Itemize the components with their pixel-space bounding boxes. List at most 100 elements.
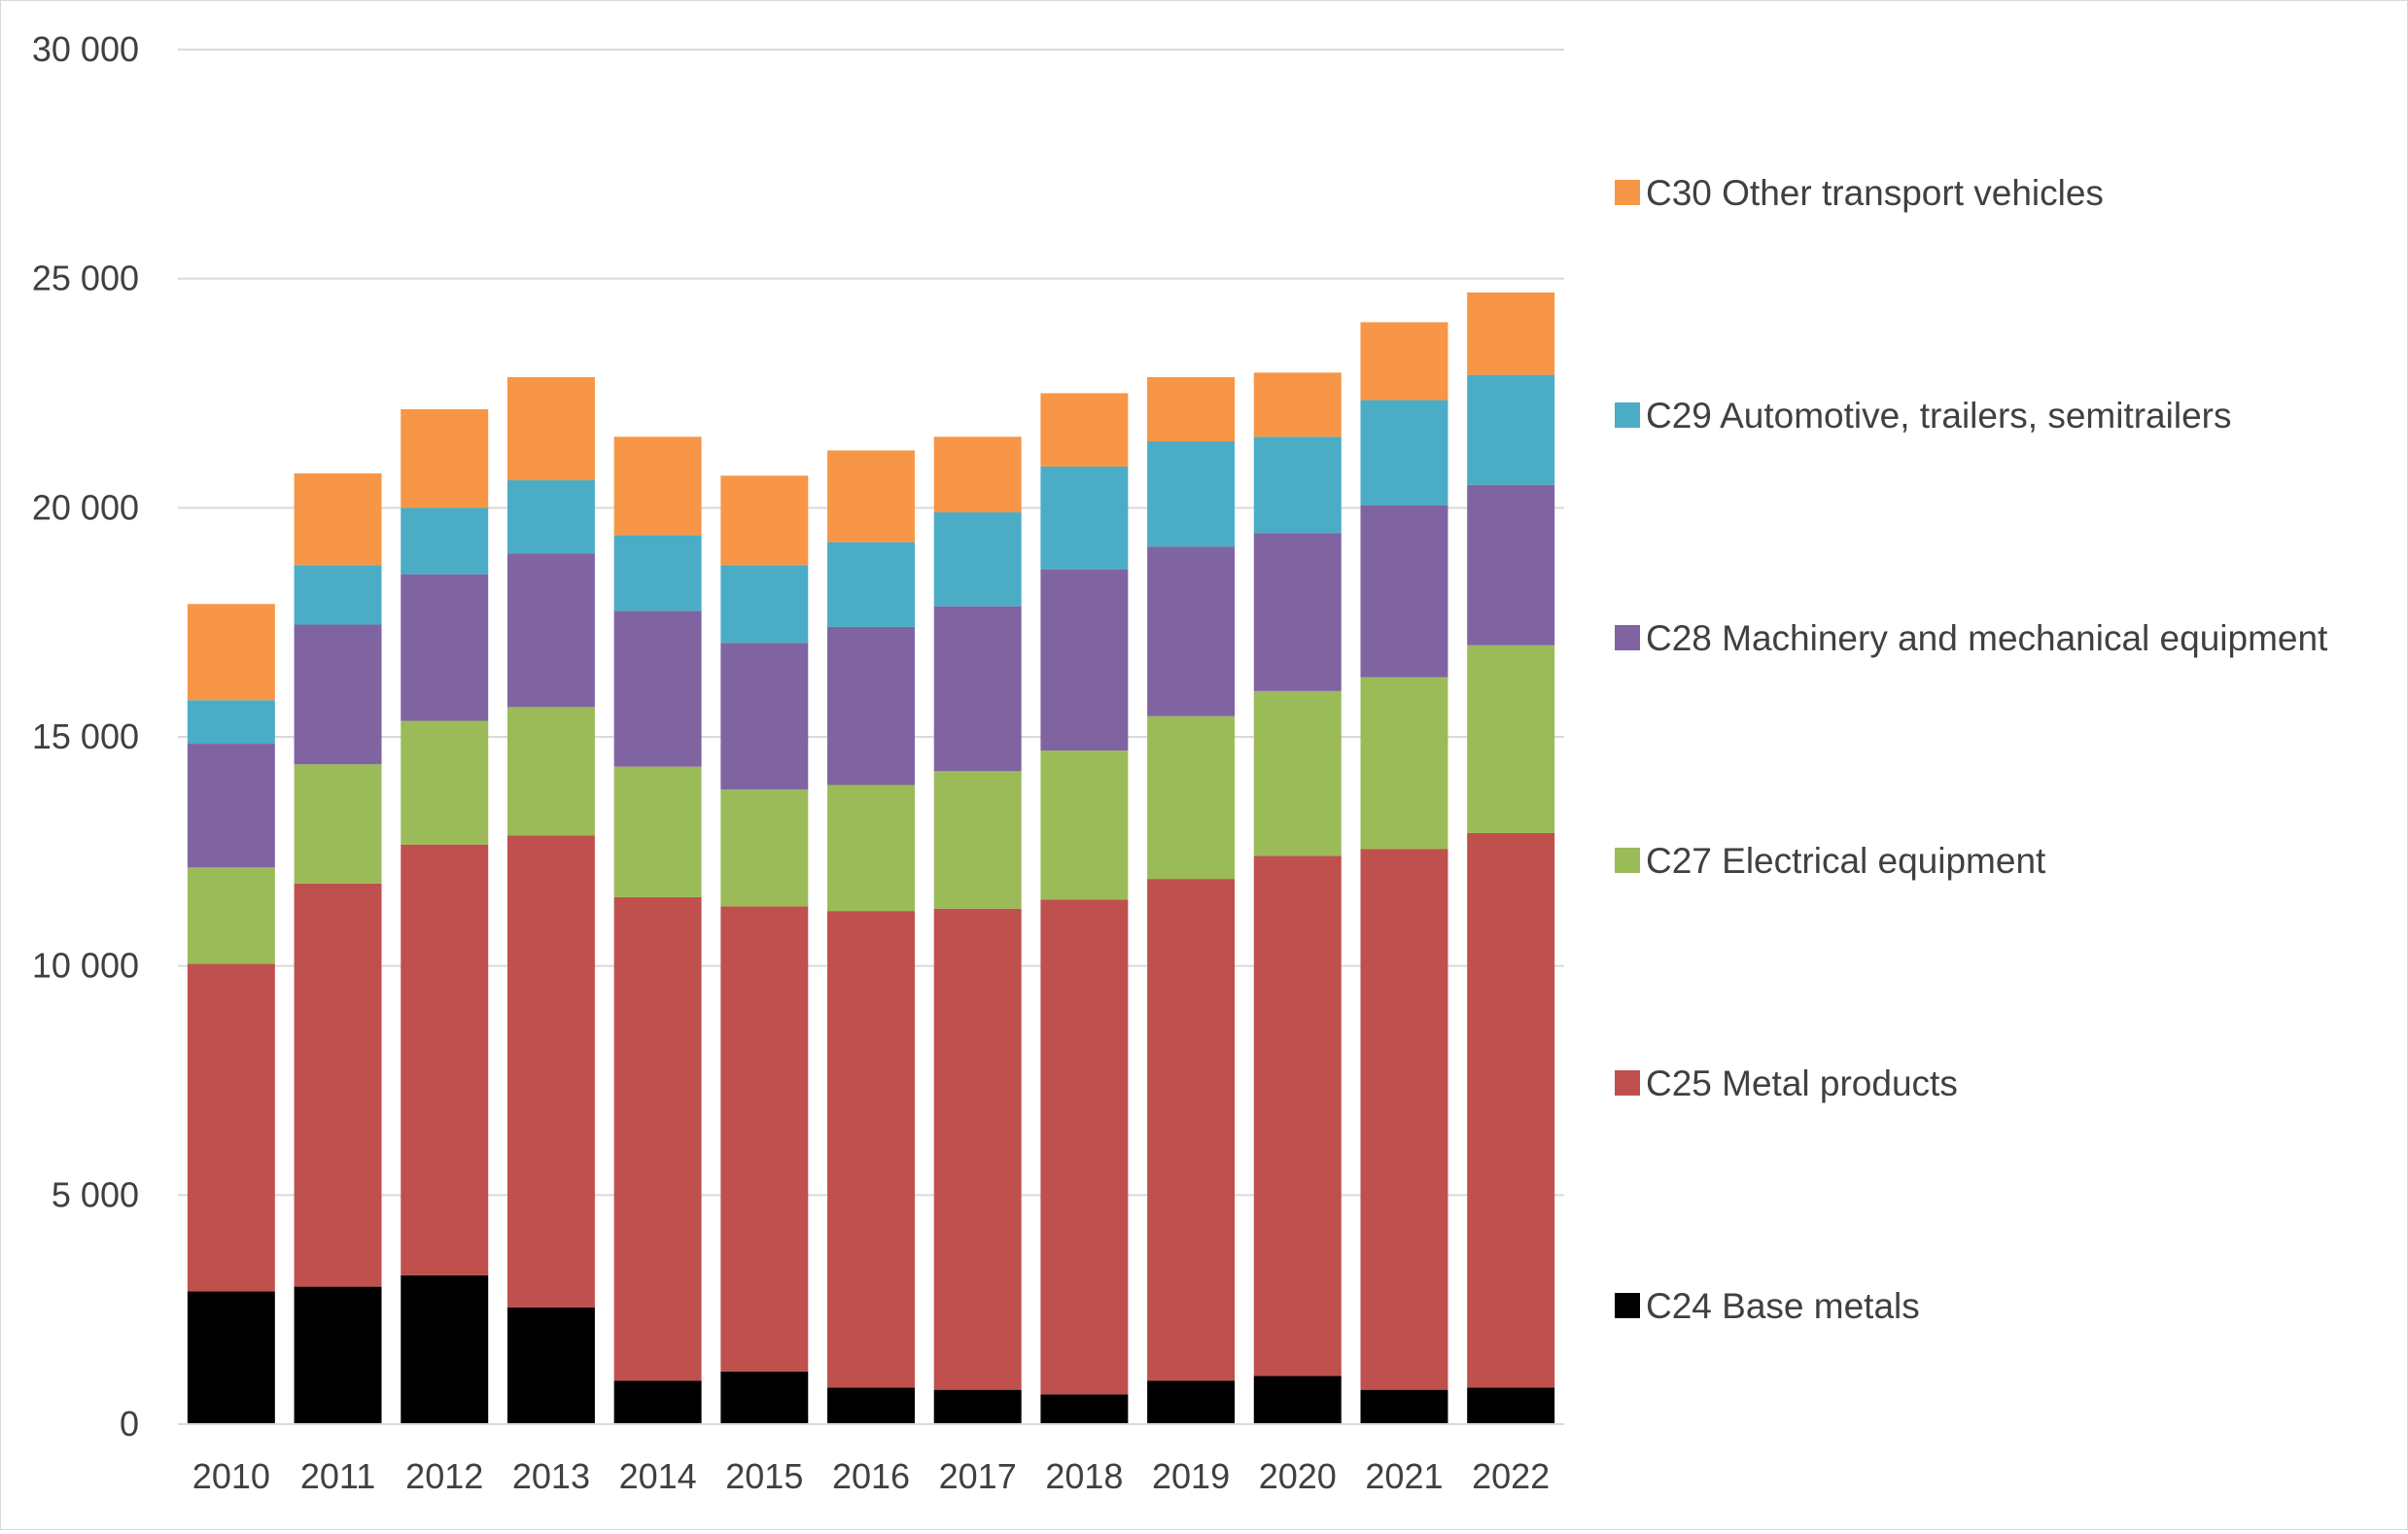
bar-segment [187, 700, 275, 745]
legend: C30 Other transport vehicles C29 Automoti… [1615, 173, 2328, 1326]
bar-segment [401, 844, 489, 1275]
bar-segment [401, 1274, 489, 1424]
legend-label: C29 Automotive, trailers, semitrailers [1646, 396, 2231, 436]
bar-segment [1253, 1376, 1342, 1424]
bar-segment [187, 744, 275, 868]
bar-segment [401, 574, 489, 721]
legend-label: C25 Metal products [1646, 1063, 1958, 1103]
bar-segment [933, 908, 1022, 1390]
bar-segment [933, 512, 1022, 607]
y-tick-label: 5 000 [52, 1174, 139, 1214]
bar-segment [1467, 374, 1555, 485]
bar-segment [506, 553, 595, 708]
bar-segment [720, 1371, 809, 1424]
bar-segment [1467, 292, 1555, 375]
y-tick-label: 30 000 [32, 29, 139, 69]
bar-segment [294, 624, 382, 765]
bar-segment [1040, 899, 1129, 1395]
legend-label: C28 Machinery and mechanical equipment [1646, 618, 2328, 658]
bar-segment [613, 610, 702, 767]
bar-segment [506, 835, 595, 1307]
x-axis-tick-labels: 2010 2011 2012 2013 2014 2015 2016 2017 2018 2019… [192, 1456, 1550, 1496]
bar-segment [1253, 533, 1342, 691]
legend-label: C24 Base metals [1646, 1286, 1920, 1326]
bar-segment [1253, 436, 1342, 534]
bar-segment [1040, 569, 1129, 751]
legend-swatch [1615, 180, 1640, 205]
legend-swatch [1615, 625, 1640, 650]
bar-segment [827, 1387, 915, 1424]
bar-segment [720, 475, 809, 566]
legend-swatch [1615, 402, 1640, 428]
bar-segment [720, 643, 809, 790]
bar-segment [1360, 1389, 1448, 1424]
x-tick-label: 2015 [725, 1456, 803, 1496]
y-tick-label: 25 000 [32, 259, 139, 298]
x-tick-label: 2018 [1045, 1456, 1123, 1496]
bar-segment [1040, 750, 1129, 900]
bar-segment [294, 1286, 382, 1424]
bar-segment [827, 911, 915, 1388]
bar-segment [401, 507, 489, 575]
bar-segment [294, 472, 382, 566]
bar-segment [506, 707, 595, 836]
x-tick-label: 2013 [512, 1456, 590, 1496]
bar-segment [1360, 677, 1448, 850]
bar-segment [1147, 1380, 1236, 1424]
x-tick-label: 2016 [832, 1456, 910, 1496]
bar-segment [720, 565, 809, 644]
bar-segment [1147, 440, 1236, 547]
bar-segment [1040, 466, 1129, 570]
bar-segment [187, 1291, 275, 1424]
bar-segment [1147, 546, 1236, 716]
bar-segment [1467, 1387, 1555, 1424]
legend-label: C30 Other transport vehicles [1646, 173, 2104, 213]
legend-swatch [1615, 1070, 1640, 1096]
bar-segment [1360, 505, 1448, 678]
x-tick-label: 2017 [939, 1456, 1017, 1496]
legend-label: C27 Electrical equipment [1646, 841, 2046, 881]
bar-segment [294, 764, 382, 884]
bar-segment [933, 1389, 1022, 1424]
bar-segment [506, 480, 595, 554]
bar-segment [827, 784, 915, 912]
bar-segment [1253, 855, 1342, 1377]
bar-segment [506, 1307, 595, 1424]
bar-segment [1360, 849, 1448, 1390]
x-tick-label: 2020 [1259, 1456, 1337, 1496]
y-tick-label: 0 [120, 1404, 139, 1444]
bar-segment [613, 436, 702, 536]
bar-segment [720, 906, 809, 1372]
legend-swatch [1615, 848, 1640, 873]
y-tick-label: 15 000 [32, 716, 139, 756]
bar-segment [187, 867, 275, 964]
bar-segment [1253, 372, 1342, 437]
bar-segment [613, 1380, 702, 1424]
bar-segment [933, 771, 1022, 909]
x-tick-label: 2014 [619, 1456, 697, 1496]
bar-segment [1467, 484, 1555, 645]
bar-segment [1467, 645, 1555, 833]
bar-segment [613, 896, 702, 1381]
bar-segment [294, 883, 382, 1287]
bar-segment [1147, 715, 1236, 880]
bar-segment [613, 535, 702, 611]
legend-swatch [1615, 1293, 1640, 1318]
bar-segment [1467, 832, 1555, 1388]
bar-segment [720, 789, 809, 907]
bar-segment [1253, 690, 1342, 856]
x-tick-label: 2010 [192, 1456, 270, 1496]
bars [187, 292, 1555, 1424]
bar-segment [933, 436, 1022, 513]
bar-segment [506, 377, 595, 481]
y-axis-tick-labels: 0 5 000 10 000 15 000 20 000 25 000 30 000 [32, 29, 139, 1444]
bar-segment [827, 450, 915, 542]
bar-segment [1147, 377, 1236, 441]
bar-segment [1147, 879, 1236, 1381]
x-tick-label: 2021 [1365, 1456, 1443, 1496]
bar-segment [613, 766, 702, 897]
x-tick-label: 2019 [1152, 1456, 1230, 1496]
bar-segment [933, 606, 1022, 772]
